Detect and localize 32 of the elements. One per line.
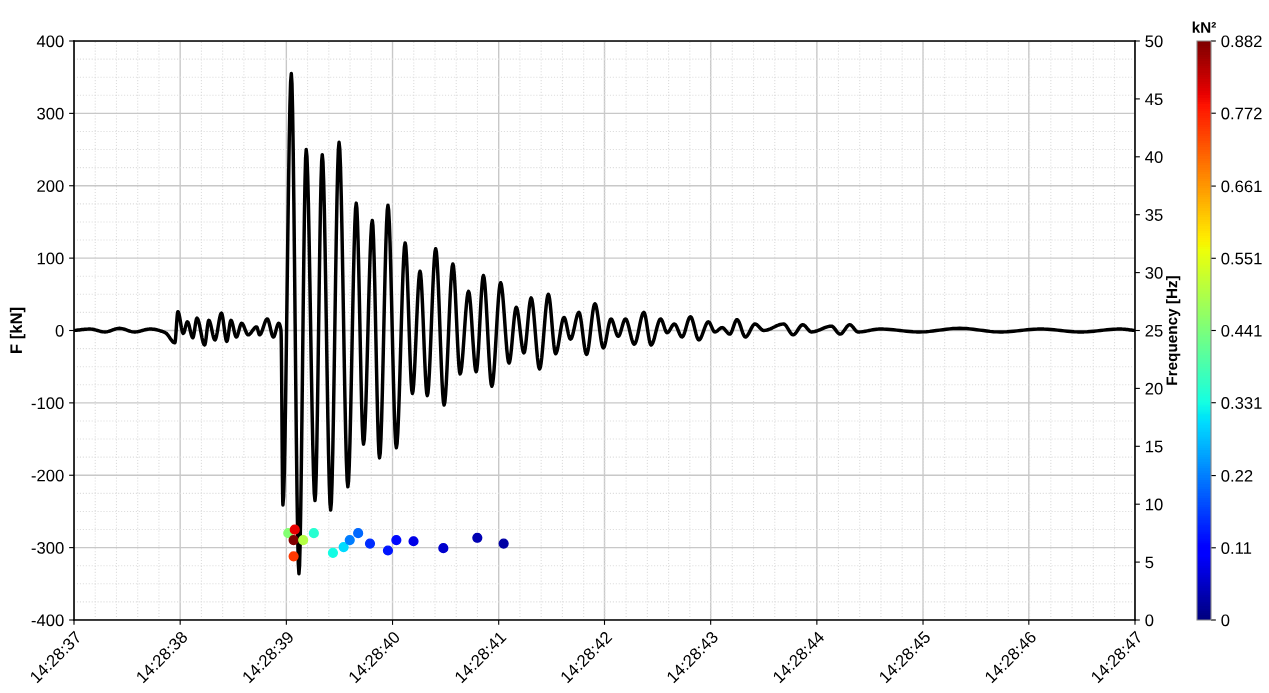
y2-tick-label: 50 <box>1145 35 1163 48</box>
y2-tick-label: 0 <box>1145 614 1154 627</box>
y2-tick-label: 10 <box>1145 498 1163 511</box>
y2-tick-label: 30 <box>1145 267 1163 279</box>
color-bar-label: 0.772 <box>1221 107 1262 120</box>
color-bar-label: 0.331 <box>1221 397 1262 409</box>
y-axis-title: F [kN] <box>9 307 26 353</box>
y-tick-label: 300 <box>37 107 64 120</box>
y-tick-label: -400 <box>31 614 64 627</box>
y-tick-label: 0 <box>55 324 64 337</box>
y2-tick-label: 35 <box>1145 209 1163 221</box>
y-tick-label: -100 <box>31 397 64 410</box>
color-bar-label: 0.882 <box>1221 35 1262 48</box>
y2-tick-label: 40 <box>1145 151 1163 163</box>
color-bar-label: 0 <box>1221 614 1230 627</box>
y2-tick-label: 5 <box>1145 556 1154 569</box>
y-tick-label: 400 <box>36 35 64 48</box>
color-bar-label: 0.661 <box>1221 180 1262 193</box>
color-bar-title: kN² <box>1192 21 1216 33</box>
color-bar-label: 0.22 <box>1221 469 1253 482</box>
color-bar-label: 0.11 <box>1221 542 1252 554</box>
y-tick-label: 100 <box>37 252 64 265</box>
y-tick-label: -200 <box>31 469 64 482</box>
color-bar-label: 0.551 <box>1221 252 1262 265</box>
y2-tick-label: 15 <box>1145 440 1163 453</box>
y2-tick-label: 20 <box>1145 382 1163 395</box>
y2-tick-label: 25 <box>1145 324 1163 337</box>
y-tick-label: -300 <box>31 542 64 554</box>
y2-tick-label: 45 <box>1145 93 1163 106</box>
y2-axis-title: Frequency [Hz] <box>1166 276 1181 385</box>
y-tick-label: 200 <box>37 180 64 192</box>
color-bar-label: 0.441 <box>1221 324 1262 337</box>
